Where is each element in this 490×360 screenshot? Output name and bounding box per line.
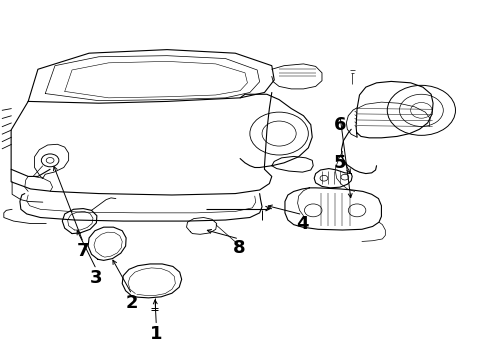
Text: 7: 7 [77,242,90,260]
Text: 3: 3 [90,269,102,287]
Text: 2: 2 [126,294,138,312]
Text: 5: 5 [334,154,346,172]
Text: 6: 6 [334,116,346,134]
Text: 8: 8 [233,239,245,257]
Text: 4: 4 [296,215,309,233]
Text: 1: 1 [150,325,163,343]
